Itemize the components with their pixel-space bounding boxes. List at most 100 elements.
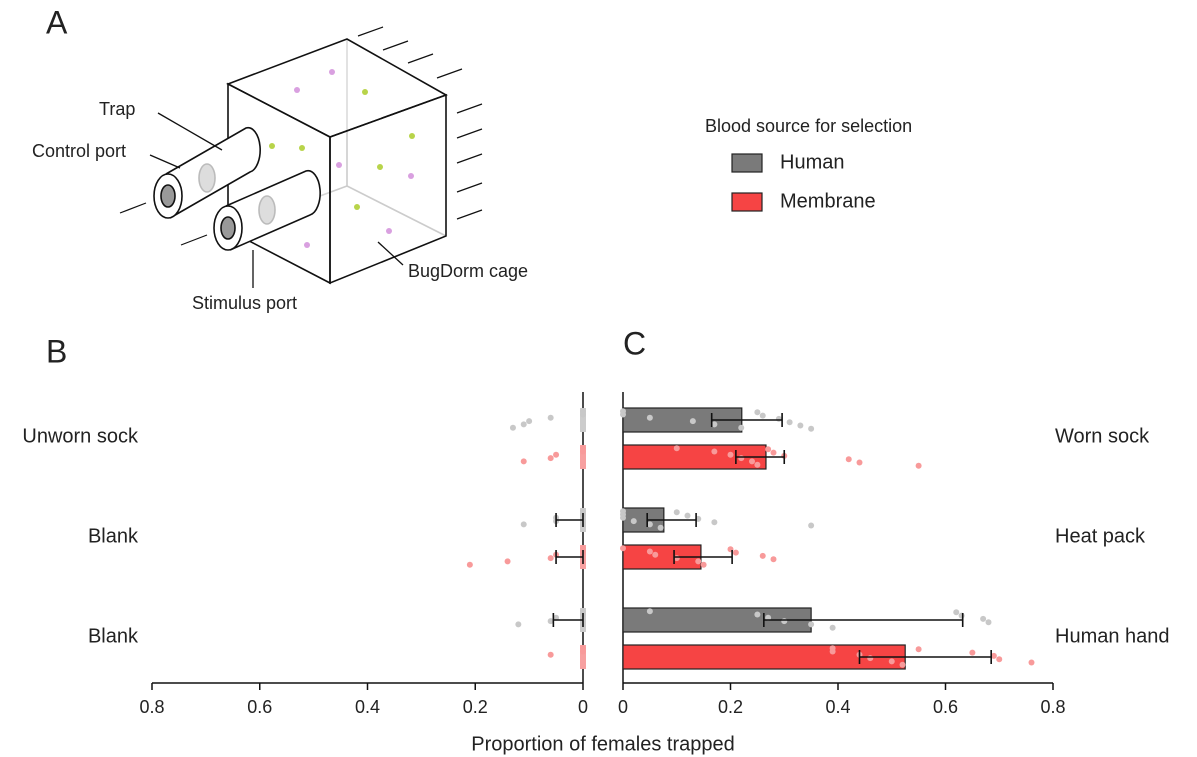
x-tick-label: 0.4 (355, 697, 380, 717)
data-point (915, 646, 922, 653)
data-point (657, 524, 664, 531)
data-point (829, 648, 836, 655)
data-point (580, 448, 586, 455)
data-point (711, 448, 718, 455)
legend-label: Human (780, 151, 844, 173)
data-point (732, 549, 739, 556)
data-point (759, 552, 766, 559)
panel-label: C (623, 325, 646, 361)
data-point (711, 519, 718, 526)
data-point (620, 411, 626, 418)
bar (580, 408, 586, 432)
data-point (996, 656, 1003, 663)
data-point (808, 522, 815, 529)
data-point (580, 648, 586, 655)
data-point (646, 521, 653, 528)
data-point (953, 609, 960, 616)
data-point (867, 655, 874, 662)
legend-swatch (731, 192, 763, 212)
data-point (808, 425, 815, 432)
x-tick-label: 0.4 (825, 697, 850, 717)
data-point (673, 445, 680, 452)
legend-swatch (731, 153, 763, 173)
data-point (797, 422, 804, 429)
x-tick-label: 0.6 (933, 697, 958, 717)
data-point (888, 658, 895, 665)
data-point (466, 561, 473, 568)
x-tick-label: 0.8 (1040, 697, 1065, 717)
data-point (520, 458, 527, 465)
data-point (547, 651, 554, 658)
data-point (646, 414, 653, 421)
data-point (515, 621, 522, 628)
data-point (915, 462, 922, 469)
diagram-label: Trap (99, 99, 135, 119)
data-point (969, 649, 976, 656)
category-label: Unworn sock (22, 425, 139, 447)
error-bar (555, 513, 584, 527)
data-point (684, 512, 691, 519)
x-tick-label: 0.2 (463, 697, 488, 717)
bar (580, 445, 586, 469)
data-point (754, 461, 761, 468)
data-point (738, 424, 745, 431)
legend-label: Membrane (780, 190, 876, 212)
data-point (754, 611, 761, 618)
data-point (786, 419, 793, 426)
error-bar (555, 550, 584, 564)
error-bar (646, 513, 697, 527)
diagram-label: BugDorm cage (408, 261, 528, 281)
data-point (547, 618, 554, 625)
error-bar (710, 413, 783, 427)
category-label: Blank (88, 525, 139, 547)
data-point (580, 411, 586, 418)
error-bar (735, 450, 786, 464)
data-point (547, 455, 554, 462)
data-point (749, 458, 755, 465)
data-point (980, 615, 987, 622)
data-point (775, 415, 782, 422)
data-point (985, 619, 992, 626)
data-point (526, 418, 533, 425)
diagram-label: Control port (32, 141, 126, 161)
legend-title: Blood source for selection (705, 116, 912, 136)
data-point (727, 451, 734, 458)
category-label: Worn sock (1055, 425, 1150, 447)
data-point (553, 451, 560, 458)
error-bar (552, 613, 584, 627)
data-point (700, 561, 707, 568)
bar (580, 645, 586, 669)
data-point (547, 414, 554, 421)
data-point (520, 521, 527, 528)
data-point (509, 424, 516, 431)
data-point (765, 446, 772, 453)
category-label: Heat pack (1055, 525, 1146, 547)
data-point (781, 618, 788, 625)
data-point (520, 421, 527, 428)
x-tick-label: 0.2 (718, 697, 743, 717)
data-point (958, 612, 965, 619)
data-point (673, 509, 680, 516)
data-point (646, 608, 653, 615)
x-axis-label: Proportion of females trapped (471, 733, 735, 755)
data-point (856, 459, 863, 466)
data-point (759, 412, 766, 419)
data-point (689, 418, 696, 425)
cage-diagram (119, 26, 483, 288)
data-point (547, 555, 554, 562)
data-point (620, 545, 626, 552)
error-bar (673, 550, 733, 564)
data-point (770, 449, 777, 456)
diagram-label: Stimulus port (192, 293, 297, 313)
data-point (899, 661, 906, 668)
data-point (695, 558, 702, 565)
x-tick-label: 0 (578, 697, 588, 717)
x-tick-label: 0.8 (139, 697, 164, 717)
x-tick-label: 0 (618, 697, 628, 717)
panel-label: B (46, 333, 67, 369)
error-bar (763, 613, 964, 627)
data-point (630, 518, 637, 525)
data-point (620, 514, 626, 521)
data-point (808, 621, 815, 628)
